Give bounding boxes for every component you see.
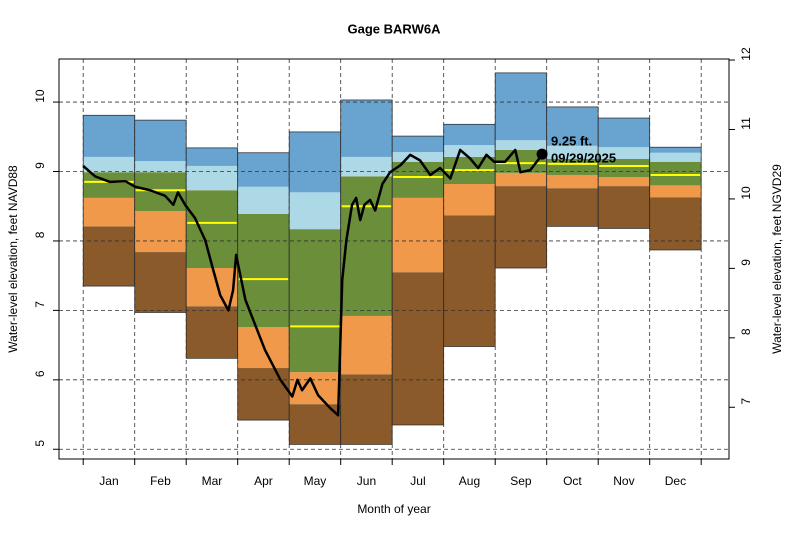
x-tick-label: Nov: [613, 474, 634, 488]
percentile-band: [289, 229, 341, 373]
percentile-band: [443, 184, 496, 216]
x-tick-label: Aug: [459, 474, 480, 488]
y2-tick-label: 11: [739, 117, 753, 130]
y2-tick-label: 12: [739, 47, 753, 61]
percentile-band: [495, 172, 547, 187]
percentile-band: [649, 147, 702, 153]
percentile-band: [289, 192, 341, 230]
percentile-band: [598, 177, 650, 187]
percentile-band: [340, 176, 393, 316]
percentile-band: [649, 161, 702, 186]
x-tick-label: Jun: [357, 474, 376, 488]
current-value-label: 9.25 ft.: [551, 134, 592, 149]
percentile-band: [598, 186, 650, 229]
band-outline: [649, 146, 702, 251]
percentile-band: [392, 152, 444, 162]
percentile-band: [134, 120, 187, 162]
y-axis-label: Water-level elevation, feet NAVD88: [6, 165, 20, 353]
x-tick-label: Sep: [510, 474, 532, 488]
percentile-band: [237, 368, 290, 421]
percentile-band: [186, 165, 238, 191]
percentile-band: [649, 152, 702, 162]
percentile-band: [340, 99, 393, 157]
percentile-band: [649, 185, 702, 198]
y2-tick-label: 8: [739, 328, 753, 335]
x-tick-label: Oct: [563, 474, 582, 488]
percentile-band: [186, 306, 238, 359]
percentile-band: [83, 156, 135, 173]
daily-line: [82, 148, 544, 417]
percentile-band: [340, 374, 393, 445]
percentile-band: [340, 156, 393, 177]
plot-frame: [58, 58, 730, 460]
percentile-band: [134, 161, 187, 173]
y-tick-label: 9: [33, 162, 47, 169]
y-tick-label: 5: [33, 440, 47, 447]
x-tick-label: May: [304, 474, 327, 488]
percentile-band: [546, 145, 599, 159]
y2-tick-label: 9: [739, 259, 753, 266]
percentile-band: [186, 147, 238, 166]
percentile-band: [237, 186, 290, 214]
x-tick-label: Dec: [665, 474, 686, 488]
percentile-band: [186, 268, 238, 307]
percentile-band: [134, 252, 187, 313]
current-date-label: 09/29/2025: [551, 151, 616, 166]
percentile-band: [495, 186, 547, 269]
percentile-band: [83, 115, 135, 157]
percentile-band: [186, 190, 238, 269]
percentile-band: [237, 152, 290, 187]
x-tick-label: Feb: [150, 474, 171, 488]
percentile-band: [134, 211, 187, 253]
current-point: [536, 148, 548, 160]
percentile-band: [546, 106, 599, 146]
percentile-band: [443, 215, 496, 347]
y-tick-label: 10: [33, 89, 47, 103]
percentile-band: [83, 226, 135, 287]
percentile-band: [649, 197, 702, 250]
x-tick-label: Mar: [202, 474, 223, 488]
y-tick-label: 7: [33, 301, 47, 308]
x-tick-label: Apr: [254, 474, 273, 488]
y2-tick-label: 7: [739, 398, 753, 405]
percentile-band: [443, 124, 496, 146]
percentile-band: [598, 147, 650, 159]
percentile-band: [340, 315, 393, 375]
x-tick-label: Jul: [410, 474, 425, 488]
percentile-band: [443, 145, 496, 157]
chart-title: Gage BARW6A: [348, 21, 442, 36]
percentile-band: [83, 197, 135, 227]
x-tick-label: Jan: [99, 474, 118, 488]
percentile-band: [392, 197, 444, 273]
y-tick-label: 8: [33, 231, 47, 238]
percentile-band: [237, 213, 290, 328]
percentile-band: [495, 140, 547, 150]
percentile-band: [392, 272, 444, 425]
percentile-band: [546, 188, 599, 227]
percentile-band: [598, 159, 650, 178]
percentile-band: [83, 172, 135, 198]
percentile-band: [392, 136, 444, 153]
percentile-band: [289, 131, 341, 193]
percentile-band: [392, 161, 444, 198]
percentile-band: [546, 174, 599, 189]
y2-axis-label: Water-level elevation, feet NGVD29: [770, 164, 784, 354]
y2-tick-label: 10: [739, 186, 753, 200]
percentile-band: [495, 72, 547, 141]
y-tick-label: 6: [33, 370, 47, 377]
percentile-band: [598, 118, 650, 148]
x-axis-label: Month of year: [357, 502, 430, 516]
